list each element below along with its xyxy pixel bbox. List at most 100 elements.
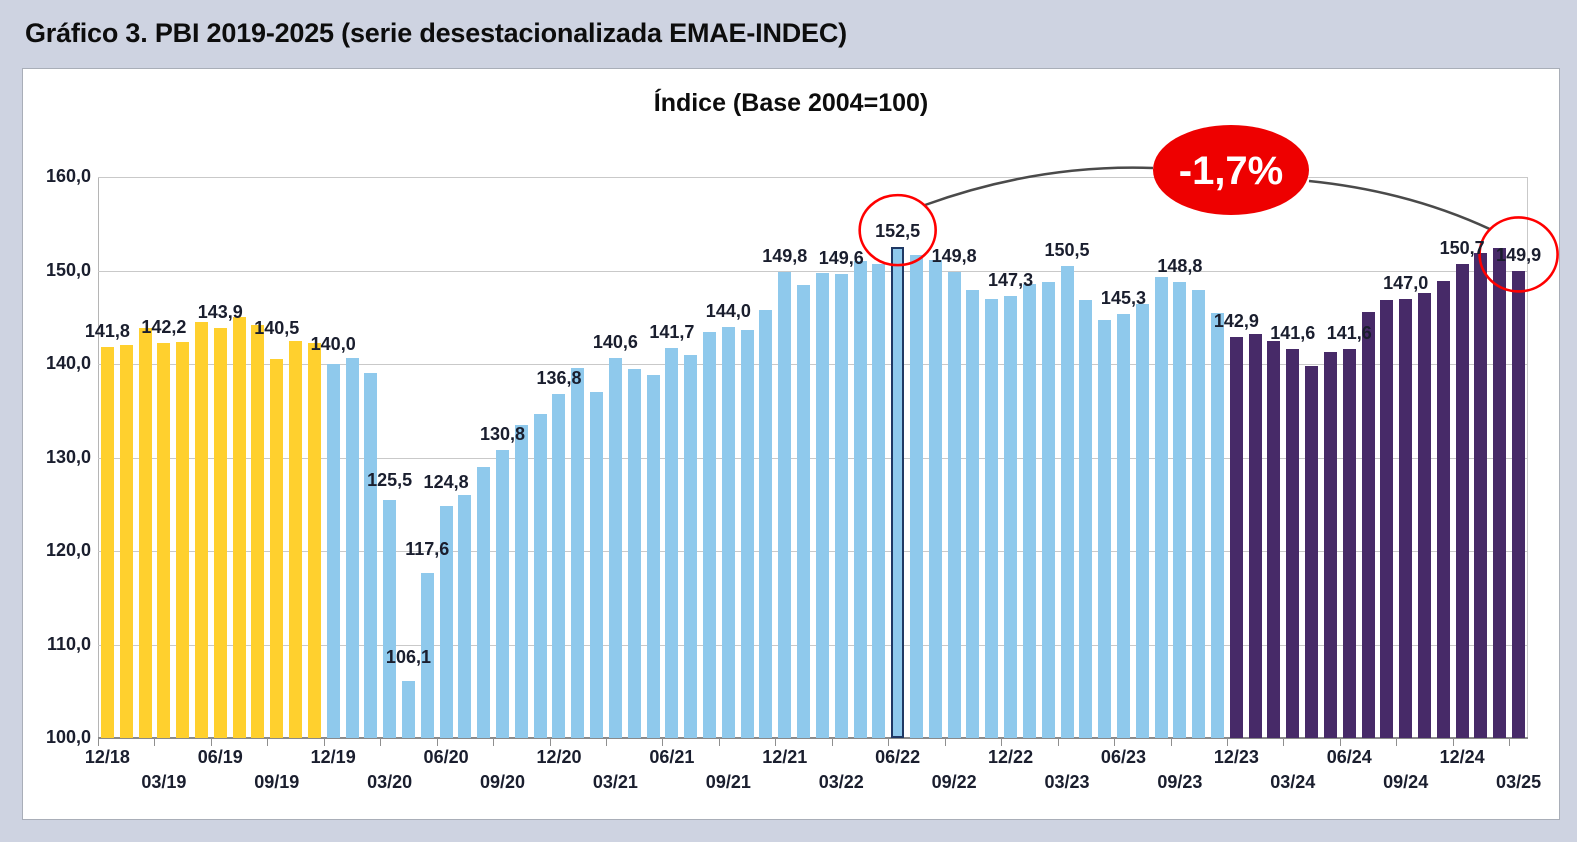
- x-tick-label-09/22: 09/22: [931, 772, 977, 792]
- bar-05/20: [420, 573, 434, 738]
- bar-08/20: [477, 466, 491, 738]
- bar-09/23: [1173, 281, 1187, 738]
- axis-tick: [1452, 738, 1454, 746]
- bar-12/21: [778, 272, 792, 738]
- bar-value-label-06/22: 152,5: [875, 221, 921, 242]
- x-tick-label-09/23: 09/23: [1157, 772, 1203, 792]
- bar-02/20: [364, 373, 378, 738]
- bar-05/19: [194, 321, 208, 738]
- bar-01/19: [119, 345, 133, 738]
- bar-02/19: [138, 328, 152, 738]
- bar-11/21: [759, 309, 773, 738]
- bar-03/20: [383, 499, 397, 738]
- bar-value-label-09/19: 140,5: [254, 318, 300, 339]
- bar-08/21: [703, 332, 716, 738]
- bar-07/19: [232, 317, 246, 738]
- bar-01/20: [345, 358, 359, 738]
- bar-value-label-06/23: 145,3: [1100, 288, 1146, 309]
- bar-value-label-09/22: 149,8: [931, 246, 977, 267]
- bar-11/20: [533, 413, 547, 738]
- x-tick-label-12/18: 12/18: [84, 747, 130, 767]
- axis-tick: [98, 738, 99, 746]
- bar-03/24: [1286, 349, 1300, 738]
- x-tick-label-12/19: 12/19: [310, 747, 356, 767]
- x-tick-label-03/23: 03/23: [1044, 772, 1090, 792]
- gridline: [98, 644, 1528, 646]
- bar-value-label-09/21: 144,0: [705, 300, 751, 321]
- bar-01/25: [1474, 252, 1488, 738]
- bar-09/20: [496, 450, 510, 738]
- axis-tick: [944, 738, 946, 746]
- bar-11/23: [1211, 312, 1225, 738]
- axis-tick: [1339, 738, 1341, 746]
- bar-07/24: [1361, 311, 1375, 738]
- gridline: [98, 177, 1528, 178]
- bar-03/21: [608, 358, 622, 738]
- bar-02/25: [1493, 248, 1507, 738]
- axis-tick: [380, 738, 382, 746]
- bar-value-label-09/23: 148,8: [1157, 255, 1203, 276]
- bar-04/23: [1079, 299, 1093, 738]
- bar-value-label-12/23: 142,9: [1213, 310, 1259, 331]
- axis-tick: [210, 738, 212, 746]
- bar-12/24: [1455, 263, 1469, 738]
- x-tick-label-06/20: 06/20: [423, 747, 469, 767]
- bar-01/23: [1022, 283, 1036, 738]
- bar-02/24: [1267, 340, 1281, 738]
- bar-10/19: [289, 340, 303, 738]
- gridline: [98, 270, 1528, 272]
- bar-10/23: [1192, 290, 1206, 738]
- axis-tick: [493, 738, 495, 746]
- figure-title: Gráfico 3. PBI 2019-2025 (serie desestac…: [25, 18, 847, 48]
- bar-12/18: [100, 347, 114, 738]
- bar-12/19: [326, 364, 340, 738]
- axis-tick: [1396, 738, 1398, 746]
- bar-04/20: [401, 680, 415, 738]
- x-tick-label-03/21: 03/21: [592, 772, 638, 792]
- y-axis: 100,0 110,0 120,0 130,0 140,0 150,0 160,0: [23, 166, 93, 747]
- bar-value-label-12/21: 149,8: [762, 246, 808, 267]
- x-tick-label-06/22: 06/22: [875, 747, 921, 767]
- bar-01/24: [1248, 334, 1262, 738]
- x-tick-label-06/19: 06/19: [197, 747, 243, 767]
- bar-02/22: [815, 273, 829, 738]
- bar-value-label-04/20: 106,1: [385, 646, 431, 667]
- bar-02/21: [590, 392, 604, 738]
- axis-tick: [1509, 738, 1511, 746]
- x-axis-line: [98, 737, 1528, 739]
- x-tick-label-03/20: 03/20: [367, 772, 413, 792]
- bar-06/20: [439, 506, 453, 738]
- bar-08/24: [1380, 299, 1394, 738]
- bar-06/23: [1116, 314, 1130, 738]
- x-tick-label-03/22: 03/22: [818, 772, 864, 792]
- bar-07/22: [909, 254, 923, 738]
- bar-05/21: [646, 375, 660, 738]
- y-tick-label: 100,0: [45, 727, 91, 747]
- bar-04/22: [853, 261, 867, 738]
- bar-value-label-03/25: 149,9: [1496, 245, 1542, 266]
- bar-09/22: [947, 272, 961, 738]
- bar-value-label-12/24: 150,7: [1439, 237, 1485, 258]
- bar-value-label-03/21: 140,6: [592, 332, 638, 353]
- chart-subtitle: Índice (Base 2004=100): [653, 89, 929, 117]
- bar-value-label-12/18: 141,8: [84, 321, 130, 342]
- axis-tick: [606, 738, 608, 746]
- axis-tick: [154, 738, 156, 746]
- axis-tick: [775, 738, 777, 746]
- gridline: [98, 457, 1528, 459]
- x-tick-label-12/23: 12/23: [1213, 747, 1259, 767]
- bar-value-label-03/19: 142,2: [141, 317, 187, 338]
- bar-11/19: [307, 343, 321, 738]
- bar-08/19: [251, 324, 265, 738]
- bar-09/21: [721, 326, 735, 738]
- x-tick-label-09/19: 09/19: [254, 772, 300, 792]
- x-tick-label-06/21: 06/21: [649, 747, 695, 767]
- axis-tick: [549, 738, 551, 746]
- bar-value-label-03/24: 141,6: [1270, 323, 1316, 344]
- bar-01/22: [797, 285, 811, 738]
- bar-value-label-03/23: 150,5: [1044, 239, 1090, 260]
- y-tick-label: 150,0: [45, 259, 91, 280]
- y-tick-label: 130,0: [45, 446, 91, 467]
- bar-09/19: [270, 359, 284, 738]
- x-tick-label-03/19: 03/19: [141, 772, 187, 792]
